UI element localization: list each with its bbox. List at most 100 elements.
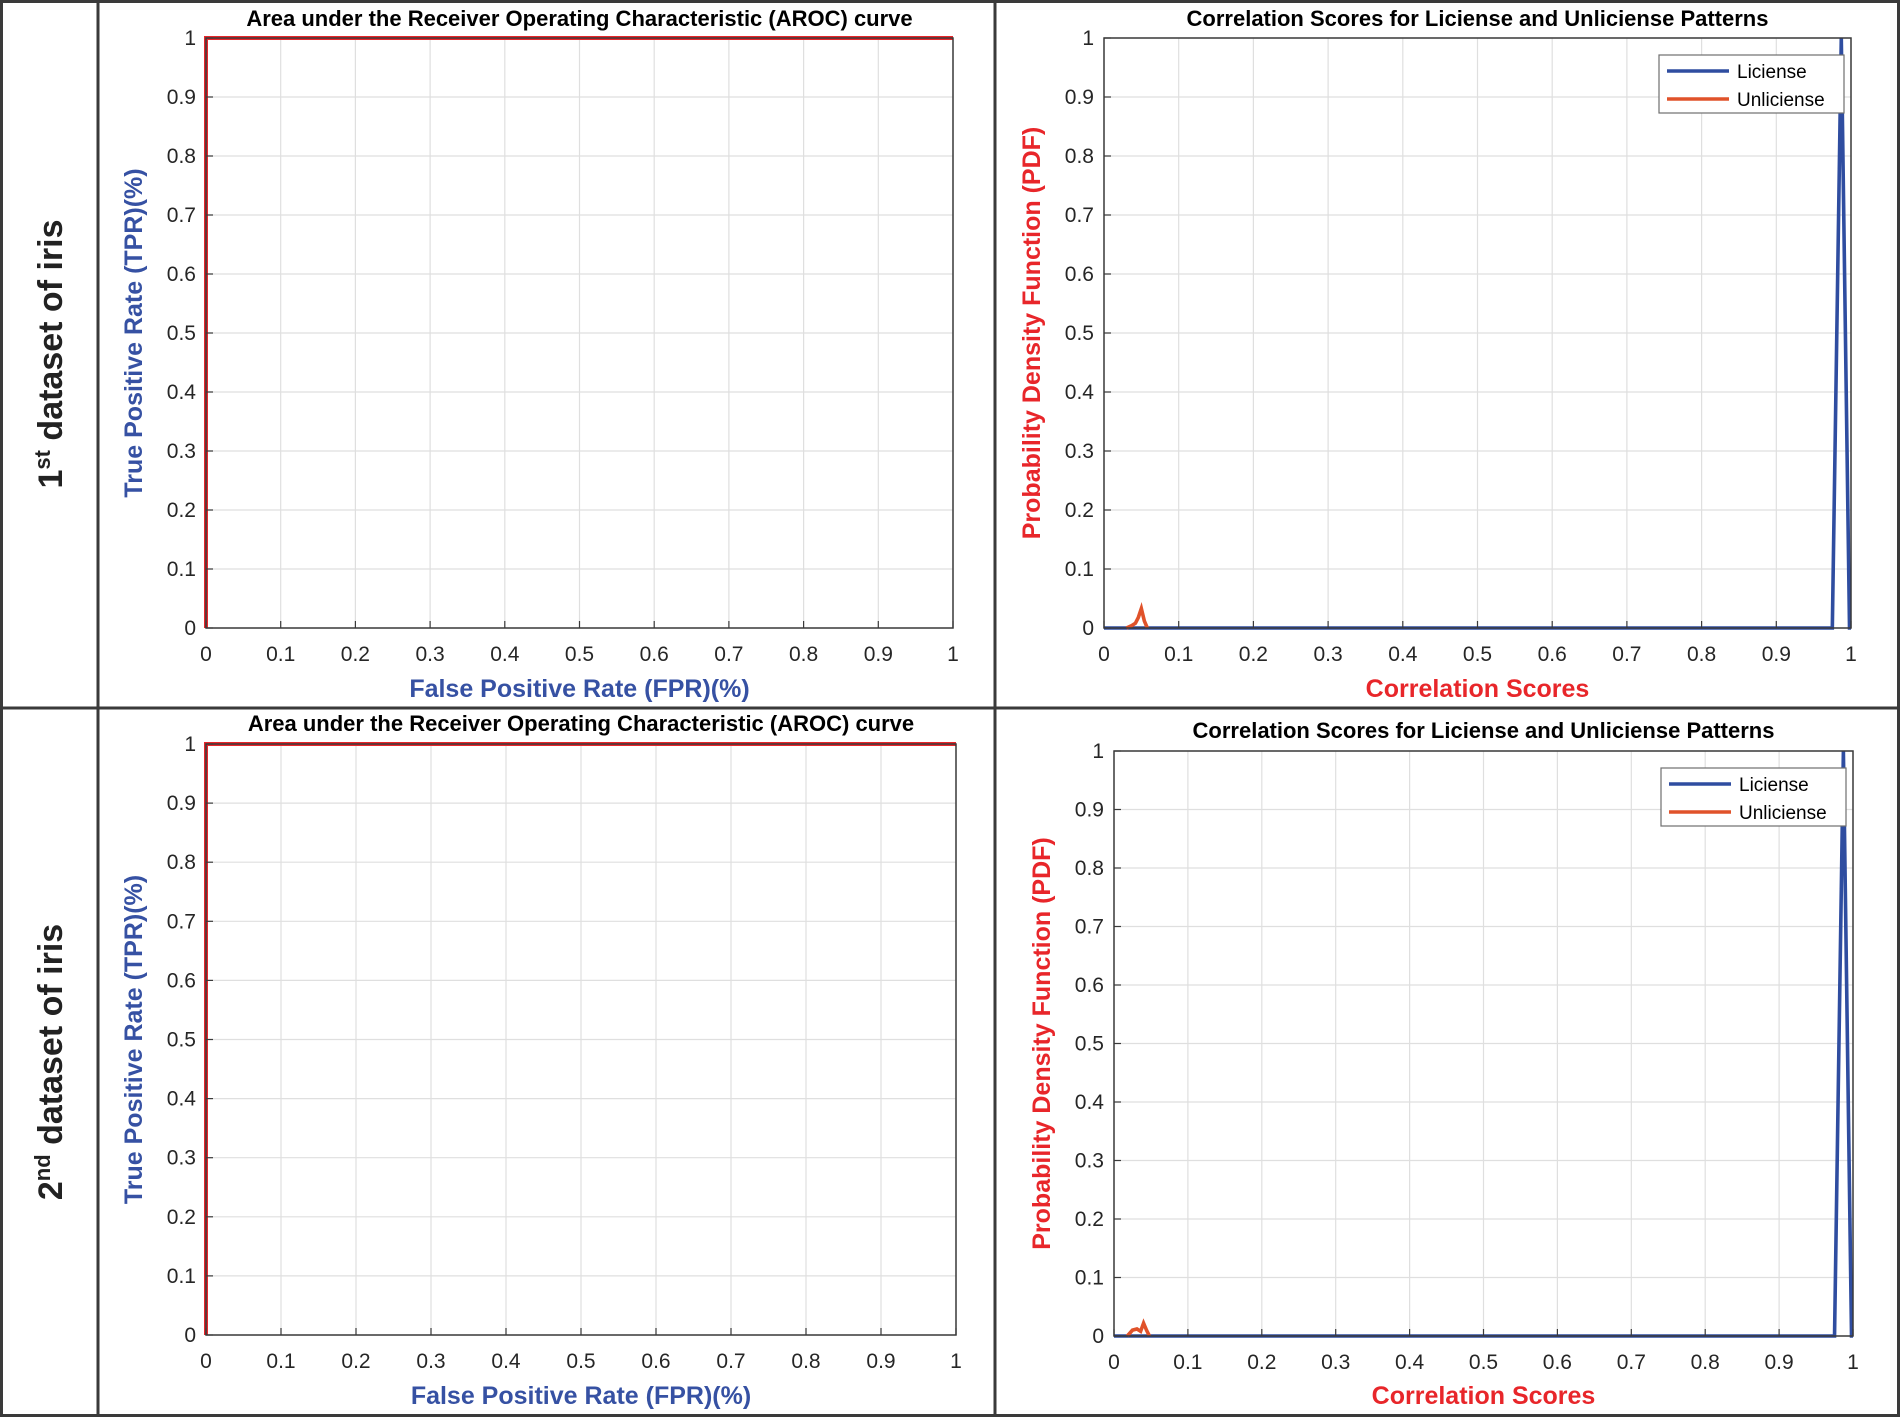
y-tick-label: 0.3 — [167, 1147, 196, 1170]
x-tick-label: 0.4 — [491, 1350, 521, 1373]
x-tick-label: 0.7 — [1617, 1351, 1646, 1374]
y-tick-label: 0.6 — [1075, 974, 1104, 997]
y-tick-label: 0 — [184, 617, 196, 640]
y-tick-label: 0.9 — [167, 792, 196, 815]
x-tick-label: 1 — [1845, 643, 1857, 666]
y-tick-label: 0.9 — [167, 86, 196, 109]
y-axis-label: Probability Density Function (PDF) — [1028, 837, 1056, 1250]
series-line-unliciense — [1125, 1318, 1152, 1338]
x-tick-label: 0.8 — [791, 1350, 820, 1373]
x-tick-label: 0 — [1098, 643, 1110, 666]
x-tick-label: 0.2 — [341, 1350, 370, 1373]
x-tick-label: 0.7 — [716, 1350, 745, 1373]
y-tick-label: 0.6 — [167, 263, 196, 286]
y-tick-label: 0.2 — [167, 1206, 196, 1229]
x-tick-label: 0.6 — [641, 1350, 670, 1373]
y-tick-label: 1 — [1082, 27, 1094, 50]
x-tick-label: 1 — [947, 643, 959, 666]
chart-title: Correlation Scores for Liciense and Unli… — [1187, 6, 1769, 31]
x-tick-label: 0.2 — [341, 643, 370, 666]
x-tick-label: 0.6 — [640, 643, 669, 666]
y-tick-label: 0.2 — [167, 499, 196, 522]
chart-panel-2: 0 0.1 0.2 0.3 0.4 0.5 0.6 0.7 0.8 0.9 1 0 0.1 0.2 0.3 0… — [1018, 6, 1857, 703]
y-tick-label: 1 — [184, 733, 196, 756]
y-tick-label: 0.8 — [1065, 145, 1094, 168]
x-tick-label: 0 — [1108, 1351, 1120, 1374]
x-tick-label: 0.6 — [1538, 643, 1567, 666]
y-tick-label: 0.4 — [167, 381, 197, 404]
x-tick-label: 0.9 — [866, 1350, 895, 1373]
chart-panel-1: 0 0.1 0.2 0.3 0.4 0.5 0.6 0.7 0.8 0.9 1 0 0.1 0.2 0.3 0… — [120, 6, 959, 703]
x-tick-label: 0.1 — [1173, 1351, 1202, 1374]
x-tick-label: 0.1 — [266, 1350, 295, 1373]
x-tick-label: 0.5 — [1463, 643, 1492, 666]
legend-entry: Liciense — [1739, 775, 1809, 796]
x-axis-label: Correlation Scores — [1372, 1382, 1596, 1410]
y-tick-label: 0.5 — [1065, 322, 1094, 345]
y-tick-label: 0 — [184, 1324, 196, 1347]
y-tick-label: 1 — [184, 27, 196, 50]
x-tick-label: 0.8 — [789, 643, 818, 666]
x-tick-label: 0.8 — [1691, 1351, 1720, 1374]
x-tick-label: 0.3 — [1321, 1351, 1350, 1374]
legend: Liciense Unliciense — [1660, 767, 1847, 827]
y-tick-label: 0.1 — [167, 558, 196, 581]
y-tick-label: 0.3 — [1075, 1150, 1104, 1173]
y-tick-label: 0.6 — [1065, 263, 1094, 286]
chart-panel-3: 0 0.1 0.2 0.3 0.4 0.5 0.6 0.7 0.8 0.9 1 0 0.1 0.2 0.3 0… — [120, 711, 962, 1410]
legend-entry: Unliciense — [1737, 90, 1825, 111]
y-tick-label: 0.1 — [1065, 558, 1094, 581]
x-tick-label: 0.5 — [1469, 1351, 1498, 1374]
y-tick-label: 0.4 — [1075, 1091, 1105, 1114]
x-tick-label: 0.8 — [1687, 643, 1716, 666]
y-tick-label: 0.2 — [1075, 1208, 1104, 1231]
y-axis-label: True Positive Rate (TPR)(%) — [120, 875, 148, 1204]
y-tick-label: 0 — [1082, 617, 1094, 640]
y-axis-label: Probability Density Function (PDF) — [1018, 127, 1046, 540]
y-tick-label: 0.4 — [167, 1088, 197, 1111]
x-tick-label: 0.5 — [565, 643, 594, 666]
x-axis-label: Correlation Scores — [1366, 675, 1590, 703]
x-tick-label: 0 — [200, 643, 212, 666]
y-tick-label: 0.8 — [167, 145, 196, 168]
y-tick-label: 0.3 — [1065, 440, 1094, 463]
x-tick-label: 0.9 — [864, 643, 893, 666]
chart-panel-4: 0 0.1 0.2 0.3 0.4 0.5 0.6 0.7 0.8 0.9 1 0 0.1 0.2 0.3 0… — [1028, 718, 1859, 1410]
chart-title: Correlation Scores for Liciense and Unli… — [1193, 718, 1775, 743]
x-tick-label: 0.2 — [1247, 1351, 1276, 1374]
legend-box — [1658, 54, 1845, 114]
y-tick-label: 0.7 — [1065, 204, 1094, 227]
y-tick-label: 1 — [1092, 740, 1104, 763]
y-tick-label: 0.1 — [167, 1265, 196, 1288]
y-tick-label: 0.5 — [1075, 1033, 1104, 1056]
x-tick-label: 0.4 — [1395, 1351, 1425, 1374]
x-tick-label: 1 — [1847, 1351, 1859, 1374]
legend-box — [1660, 767, 1847, 827]
x-tick-label: 0.3 — [1313, 643, 1342, 666]
x-tick-label: 0.6 — [1543, 1351, 1572, 1374]
x-tick-label: 0.7 — [714, 643, 743, 666]
x-tick-label: 0.7 — [1612, 643, 1641, 666]
x-tick-label: 1 — [950, 1350, 962, 1373]
x-tick-label: 0.3 — [416, 1350, 445, 1373]
legend-entry: Liciense — [1737, 62, 1807, 83]
x-tick-label: 0.9 — [1762, 643, 1791, 666]
legend-entry: Unliciense — [1739, 803, 1827, 824]
y-tick-label: 0 — [1092, 1325, 1104, 1348]
series-line-unliciense — [1125, 602, 1149, 630]
y-tick-label: 0.4 — [1065, 381, 1095, 404]
y-tick-label: 0.7 — [1075, 916, 1104, 939]
y-tick-label: 0.2 — [1065, 499, 1094, 522]
x-tick-label: 0.5 — [566, 1350, 595, 1373]
y-tick-label: 0.5 — [167, 322, 196, 345]
x-tick-label: 0.4 — [490, 643, 520, 666]
x-tick-label: 0.1 — [266, 643, 295, 666]
y-tick-label: 0.7 — [167, 204, 196, 227]
x-tick-label: 0.3 — [415, 643, 444, 666]
y-tick-label: 0.3 — [167, 440, 196, 463]
y-tick-label: 0.1 — [1075, 1267, 1104, 1290]
x-axis-label: False Positive Rate (FPR)(%) — [409, 675, 749, 703]
chart-title: Area under the Receiver Operating Charac… — [246, 6, 912, 31]
x-tick-label: 0.4 — [1388, 643, 1418, 666]
